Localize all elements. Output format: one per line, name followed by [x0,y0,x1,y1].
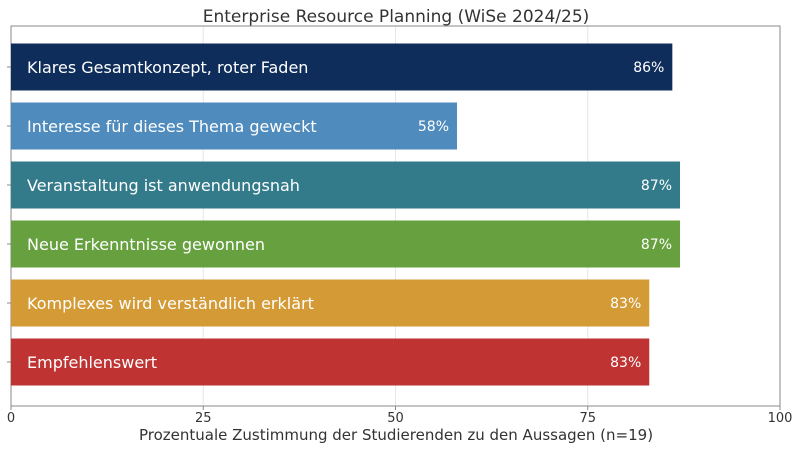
bar-value-label: 83% [610,296,641,312]
x-tick-label: 25 [195,411,212,426]
bar [11,220,681,268]
bar [11,338,650,386]
bar-value-label: 87% [641,178,672,194]
bar-value-label: 58% [418,119,449,135]
bar-value-label: 87% [641,237,672,253]
x-tick-label: 100 [768,411,793,426]
bar [11,279,650,327]
bar-value-label: 83% [610,355,641,371]
bars: Klares Gesamtkonzept, roter Faden 86% Inte… [7,43,681,386]
x-tick-label: 50 [387,411,404,426]
bar-category-label: Empfehlenswert [27,353,157,372]
x-tick-label: 75 [579,411,596,426]
bar [11,161,681,209]
bar-category-label: Veranstaltung ist anwendungsnah [27,176,300,195]
chart-title: Enterprise Resource Planning (WiSe 2024/… [203,7,590,27]
x-axis-label: Prozentuale Zustimmung der Studierenden … [139,426,653,444]
bar-category-label: Interesse für dieses Thema geweckt [27,117,317,136]
bar-value-label: 86% [633,60,664,76]
bar-category-label: Komplexes wird verständlich erklärt [27,294,314,313]
bar-category-label: Klares Gesamtkonzept, roter Faden [27,58,308,77]
bar [11,102,458,150]
x-axis-ticks: 0 25 50 75 100 [7,406,793,426]
x-tick-label: 0 [7,411,15,426]
bar-category-label: Neue Erkenntnisse gewonnen [27,235,265,254]
bar [11,43,673,91]
